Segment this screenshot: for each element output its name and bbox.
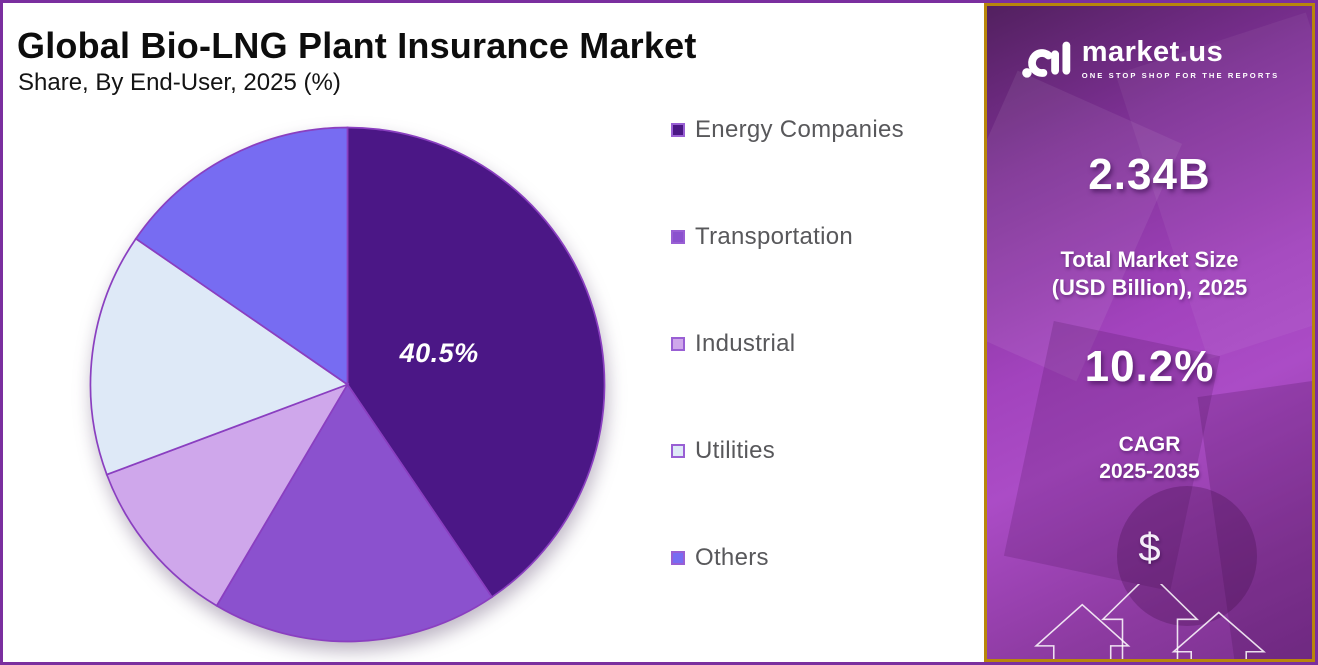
pie-svg (89, 126, 606, 643)
legend-label: Transportation (695, 223, 854, 250)
legend-item-energy-companies: Energy Companies (671, 116, 904, 143)
legend-item-others: Others (671, 544, 904, 571)
cagr-label: CAGR 2025-2035 (1099, 433, 1200, 484)
growth-arrows-icon (1034, 584, 1266, 659)
legend-swatch-icon (671, 230, 685, 244)
brand-tagline: ONE STOP SHOP FOR THE REPORTS (1081, 71, 1280, 80)
marketus-logo-icon (1021, 41, 1070, 78)
market-size-label: Total Market Size (USD Billion), 2025 (1051, 247, 1248, 301)
pie-chart: 40.5% (87, 124, 608, 645)
legend-label: Others (695, 544, 769, 571)
legend-swatch-icon (671, 444, 685, 458)
legend-item-industrial: Industrial (671, 330, 904, 357)
legend-item-transportation: Transportation (671, 223, 904, 250)
market-size-value: 2.34B (1088, 150, 1211, 199)
pie-slice-energy-companies (346, 126, 606, 599)
legend-label: Energy Companies (695, 116, 904, 143)
brand-name: market.us (1081, 36, 1224, 68)
legend-swatch-icon (671, 123, 685, 137)
legend-swatch-icon (671, 337, 685, 351)
legend-label: Industrial (695, 330, 796, 357)
pie-slice-others (134, 126, 349, 387)
pie-data-label: 40.5% (399, 337, 479, 368)
pie-slice-industrial (105, 382, 350, 607)
chart-legend: Energy Companies Transportation Industri… (671, 116, 904, 652)
dollar-icon: $ (1138, 526, 1161, 571)
pie-slice-transportation (215, 382, 494, 643)
marketus-logo: market.us ONE STOP SHOP FOR THE REPORTS (987, 36, 1312, 82)
chart-area: Global Bio-LNG Plant Insurance Market Sh… (3, 3, 988, 662)
page-title: Global Bio-LNG Plant Insurance Market (17, 25, 697, 66)
legend-item-utilities: Utilities (671, 437, 904, 464)
legend-swatch-icon (671, 551, 685, 565)
cagr-value: 10.2% (1084, 342, 1215, 392)
legend-label: Utilities (695, 437, 776, 464)
pie-slice-utilities (89, 237, 350, 476)
page-subtitle: Share, By End-User, 2025 (%) (18, 69, 341, 96)
brand-sidebar: market.us ONE STOP SHOP FOR THE REPORTS … (984, 3, 1315, 662)
